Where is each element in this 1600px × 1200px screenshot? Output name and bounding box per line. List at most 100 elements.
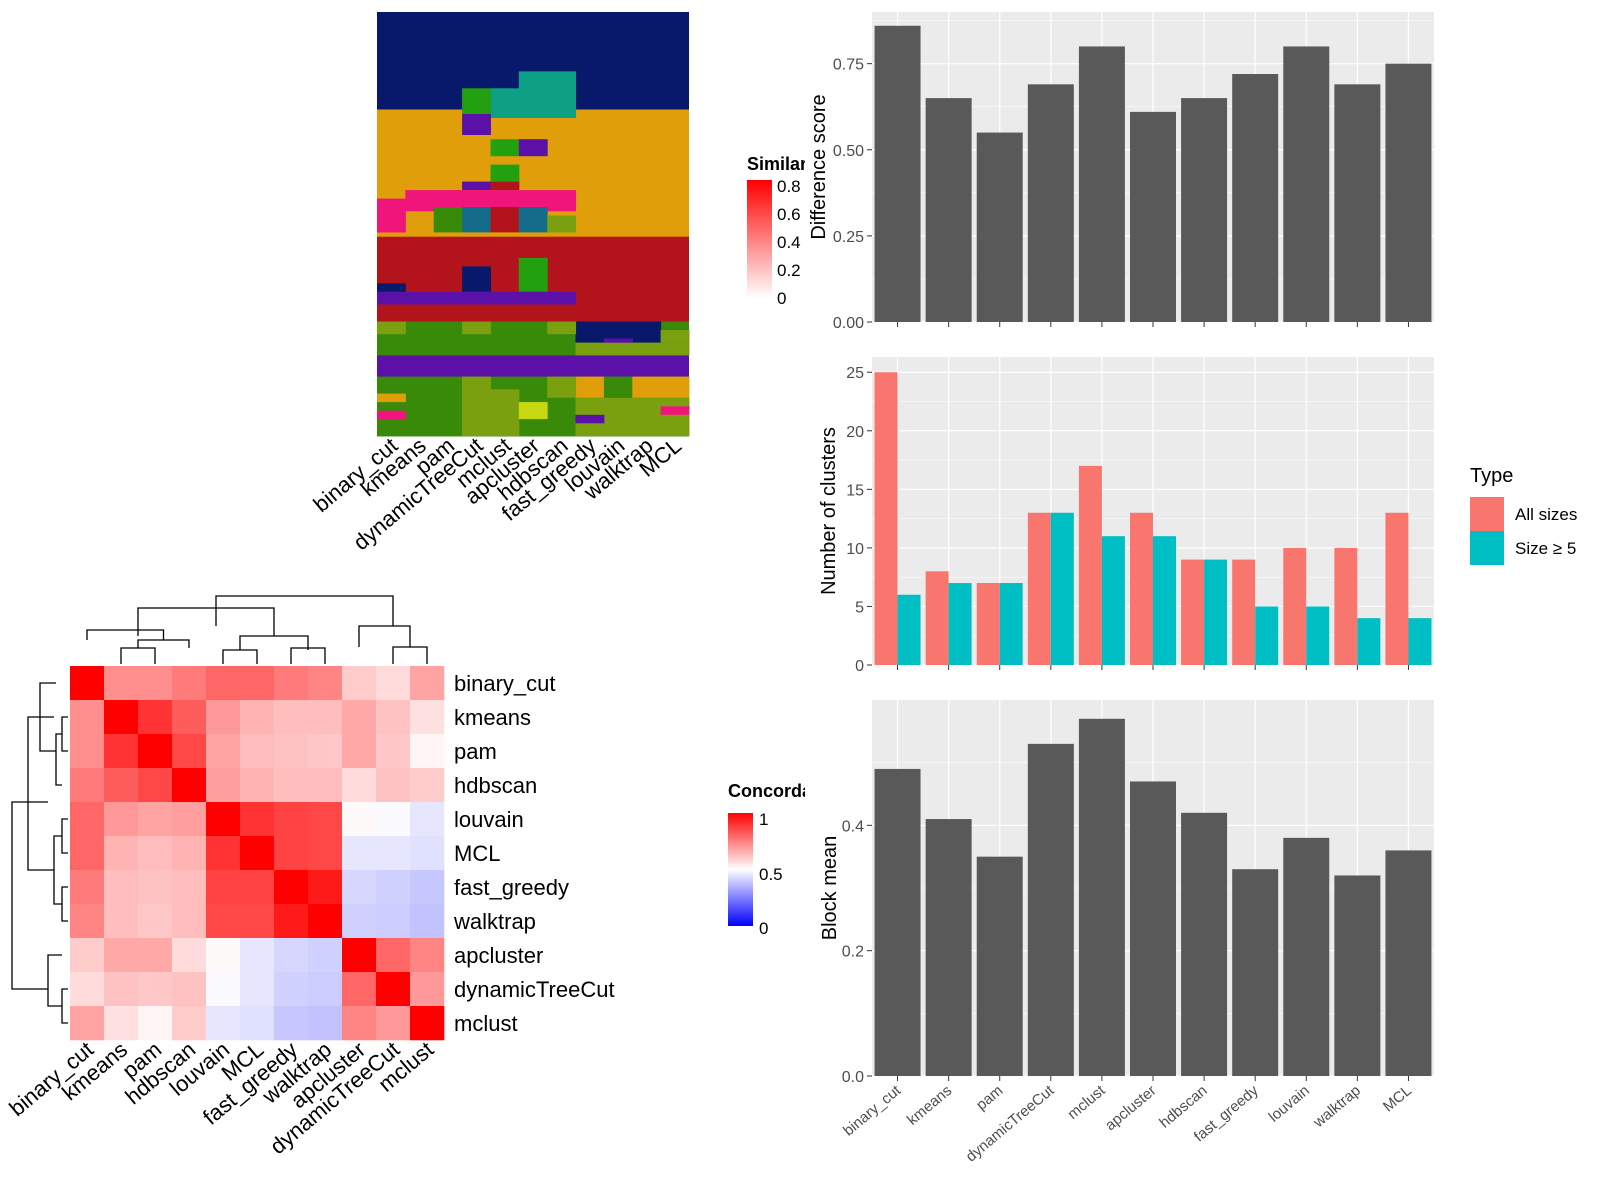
- concordance-cell: [410, 666, 445, 701]
- concordance-cell: [274, 1006, 309, 1041]
- membership-patch: [462, 88, 491, 114]
- membership-patch: [575, 321, 605, 343]
- bar: [976, 856, 1023, 1076]
- bar-size-ge5: [1357, 618, 1381, 665]
- similarity-colorbar: [747, 180, 772, 298]
- membership-patch: [518, 402, 548, 420]
- concordance-tick-1: 0.5: [759, 865, 783, 884]
- concordance-row-label: MCL: [454, 841, 500, 866]
- bar-size-ge5: [948, 583, 972, 665]
- block-mean-chart: 0.0 0.2 0.4 binary_cut kmeans pamdynamicTreeC…: [819, 700, 1434, 1165]
- concordance-cell: [138, 802, 173, 837]
- concordance-cell: [138, 768, 173, 803]
- concordance-row-label: kmeans: [454, 705, 531, 730]
- dendrogram-branch: [27, 716, 54, 871]
- concordance-cell: [342, 870, 377, 905]
- membership-patch: [660, 342, 690, 356]
- y-axis-title: Number of clusters: [818, 427, 840, 595]
- membership-patch: [632, 321, 662, 343]
- concordance-cell: [342, 1006, 377, 1041]
- bar-all-sizes: [874, 372, 898, 665]
- concordance-cell: [240, 802, 275, 837]
- bar: [1130, 781, 1176, 1076]
- number-of-clusters-chart: 0 5 10 15 20 25 Number of clusters: [818, 357, 1434, 675]
- concordance-cell: [308, 1006, 343, 1041]
- membership-patch: [660, 406, 690, 415]
- membership-patch: [462, 321, 491, 335]
- concordance-cell: [172, 836, 207, 871]
- y-tick-label: 0.0: [842, 1069, 864, 1086]
- membership-patch: [603, 376, 633, 398]
- concordance-cell: [376, 938, 411, 973]
- bar: [1078, 46, 1125, 322]
- concordance-tick-2: 0: [759, 919, 768, 938]
- membership-patch: [462, 113, 491, 135]
- concordance-cell: [104, 938, 139, 973]
- bar: [874, 768, 921, 1076]
- x-tick-label: louvain: [1265, 1082, 1312, 1126]
- x-tick-label: pam: [973, 1082, 1006, 1114]
- concordance-cell: [104, 734, 139, 769]
- concordance-cell: [410, 700, 445, 735]
- bar-all-sizes: [1385, 512, 1409, 665]
- concordance-cell: [70, 1006, 105, 1041]
- concordance-cell: [104, 836, 139, 871]
- concordance-cell: [308, 870, 343, 905]
- bar: [1130, 111, 1176, 322]
- cluster-membership-heatmap: [377, 12, 690, 437]
- concordance-cell: [376, 904, 411, 939]
- concordance-cell: [138, 938, 173, 973]
- concordance-cell: [138, 904, 173, 939]
- concordance-cell: [274, 700, 309, 735]
- bar: [925, 819, 972, 1076]
- bar-all-sizes: [976, 583, 1000, 665]
- y-tick-label: 10: [846, 541, 864, 558]
- membership-patch: [377, 410, 406, 420]
- bar: [1027, 743, 1074, 1076]
- bar: [1232, 869, 1279, 1076]
- concordance-cell: [342, 666, 377, 701]
- concordance-cell: [206, 938, 241, 973]
- concordance-cell: [172, 870, 207, 905]
- concordance-cell: [376, 768, 411, 803]
- dendrogram-branch: [61, 818, 68, 854]
- bar-all-sizes: [1283, 547, 1307, 665]
- legend-label-all-sizes: All sizes: [1515, 505, 1577, 524]
- bar: [1334, 84, 1381, 322]
- concordance-cell: [410, 836, 445, 871]
- concordance-row-label: binary_cut: [454, 671, 556, 696]
- concordance-cell: [206, 666, 241, 701]
- bar: [1283, 46, 1330, 322]
- concordance-cell: [274, 734, 309, 769]
- concordance-cell: [274, 836, 309, 871]
- concordance-cell: [70, 802, 105, 837]
- dendrogram-branch: [222, 649, 258, 664]
- concordance-cell: [376, 1006, 411, 1041]
- dendrogram-branch: [392, 646, 428, 664]
- concordance-cell: [240, 700, 275, 735]
- membership-patch: [660, 376, 690, 398]
- membership-patch: [462, 181, 491, 191]
- concordance-cell: [342, 700, 377, 735]
- y-axis-title: Difference score: [808, 94, 830, 239]
- dendrogram-branch: [47, 954, 62, 1007]
- concordance-cell: [376, 700, 411, 735]
- membership-patch: [518, 291, 548, 305]
- bar-size-ge5: [1101, 536, 1125, 665]
- concordance-cell: [172, 768, 207, 803]
- similarity-legend: Similarity 0.8 0.6 0.4 0.2 0: [747, 154, 805, 308]
- bar-all-sizes: [1027, 512, 1051, 665]
- membership-patch: [377, 321, 406, 335]
- concordance-cell: [138, 666, 173, 701]
- y-tick-label: 15: [846, 482, 864, 499]
- concordance-row-label: mclust: [454, 1011, 518, 1036]
- membership-patch: [490, 181, 520, 191]
- concordance-cell: [70, 870, 105, 905]
- concordance-tick-0: 1: [759, 810, 768, 829]
- bar-size-ge5: [897, 594, 921, 665]
- membership-patch: [518, 257, 548, 292]
- concordance-row-label: walktrap: [453, 909, 536, 934]
- concordance-cell: [172, 734, 207, 769]
- membership-patch: [462, 190, 491, 212]
- membership-patch: [632, 342, 662, 356]
